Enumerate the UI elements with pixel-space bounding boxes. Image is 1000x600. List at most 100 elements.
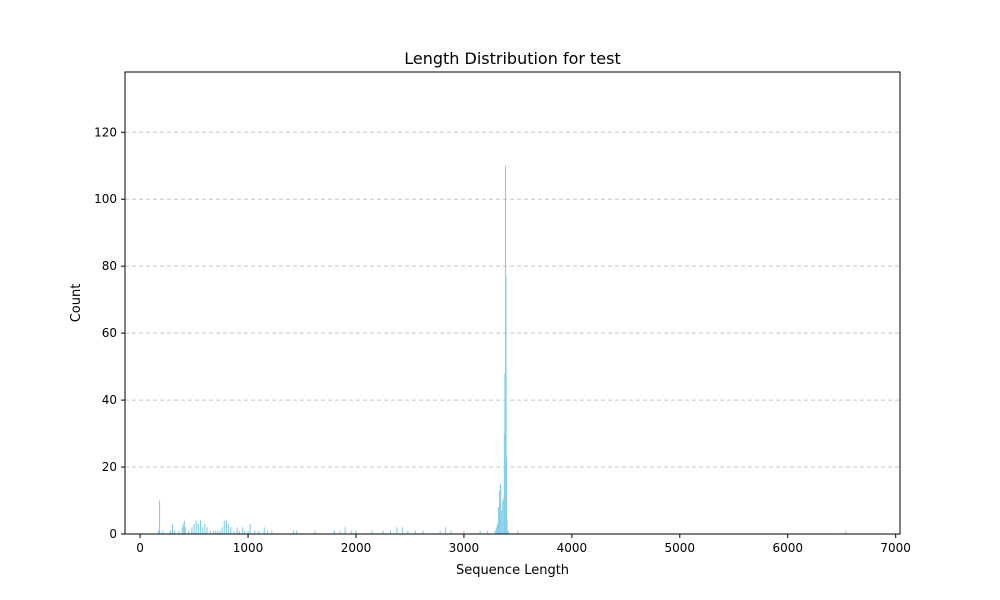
histogram-bar xyxy=(355,530,357,534)
histogram-bar xyxy=(498,490,501,534)
histogram-bar xyxy=(496,523,498,534)
histogram-bar xyxy=(249,523,251,534)
histogram-bar xyxy=(158,500,161,534)
histogram-bar xyxy=(188,530,190,534)
histogram-bar xyxy=(487,530,489,534)
y-tick-label: 60 xyxy=(102,326,117,340)
histogram-bar xyxy=(253,530,256,534)
histogram-bar xyxy=(228,523,230,534)
y-tick-label: 100 xyxy=(94,192,117,206)
histogram-bar xyxy=(507,530,509,534)
histogram-bar xyxy=(396,527,398,534)
histogram-bar xyxy=(263,527,265,534)
histogram-bar xyxy=(382,530,384,534)
histogram-bar xyxy=(217,530,219,534)
histogram-bar xyxy=(174,530,176,534)
histogram-bar xyxy=(195,520,197,534)
histogram-bar xyxy=(204,523,206,534)
histogram-bar xyxy=(333,530,335,534)
histogram-bar xyxy=(517,530,519,534)
x-axis-ticks: 0 1000 2000 3000 4000 5000 6000 7000 xyxy=(136,534,911,555)
histogram-bar xyxy=(206,527,208,534)
histogram-bar xyxy=(422,530,424,534)
bar-series xyxy=(157,165,847,534)
x-axis-label: Sequence Length xyxy=(456,563,569,578)
histogram-bar xyxy=(389,530,392,534)
histogram-bar xyxy=(502,500,504,534)
histogram-bar xyxy=(500,483,502,534)
x-tick-label: 2000 xyxy=(341,541,372,555)
histogram-bar xyxy=(351,530,353,534)
histogram-bar xyxy=(233,530,235,534)
histogram-bar xyxy=(212,530,215,534)
grid-lines xyxy=(125,131,900,468)
x-tick-label: 4000 xyxy=(557,541,588,555)
x-tick-label: 6000 xyxy=(772,541,803,555)
histogram-bar xyxy=(225,520,228,534)
histogram-bar xyxy=(450,530,452,534)
histogram-bar xyxy=(221,527,223,534)
histogram-bar xyxy=(202,527,204,534)
histogram-bar xyxy=(506,457,508,534)
histogram-bar xyxy=(497,507,500,534)
chart-title: Length Distribution for test xyxy=(404,49,621,68)
plot-frame xyxy=(124,71,901,535)
histogram-bar xyxy=(200,520,202,534)
histogram-bar xyxy=(183,520,185,534)
histogram-bar xyxy=(266,530,269,534)
histogram-bar xyxy=(296,530,298,534)
histogram-bar xyxy=(191,527,193,534)
histogram-bar xyxy=(439,530,441,534)
histogram-bar xyxy=(244,530,246,534)
histogram-bar xyxy=(258,530,260,534)
histogram-bar xyxy=(314,530,316,534)
x-tick-label: 5000 xyxy=(665,541,696,555)
histogram-bar xyxy=(193,523,195,534)
x-tick-label: 1000 xyxy=(233,541,264,555)
histogram-bar xyxy=(242,527,244,534)
histogram-bar xyxy=(230,527,232,534)
histogram-bar xyxy=(171,523,174,534)
histogram-bar xyxy=(479,530,481,534)
histogram-bar xyxy=(178,530,180,534)
histogram-bar xyxy=(371,530,373,534)
histogram-bar xyxy=(209,530,211,534)
histogram-bar xyxy=(169,530,171,534)
histogram-bar xyxy=(197,523,199,534)
y-tick-label: 40 xyxy=(102,393,117,407)
histogram-bar xyxy=(401,527,403,534)
histogram-bar xyxy=(505,276,507,534)
x-tick-label: 3000 xyxy=(449,541,480,555)
y-tick-label: 20 xyxy=(102,460,117,474)
x-tick-label: 0 xyxy=(136,541,144,555)
histogram-bar xyxy=(501,510,503,534)
y-tick-label: 120 xyxy=(94,125,117,139)
histogram-bar xyxy=(236,527,238,534)
y-axis-ticks: 0 20 40 60 80 100 120 xyxy=(94,125,125,541)
histogram-bar xyxy=(414,530,416,534)
y-axis-label: Count xyxy=(69,284,84,323)
histogram-bar xyxy=(339,530,341,534)
histogram-bar xyxy=(495,527,497,534)
histogram-bar xyxy=(344,527,346,534)
histogram-bar xyxy=(219,530,221,534)
histogram-bar xyxy=(181,527,183,534)
histogram-bar xyxy=(494,530,496,534)
histogram-bar xyxy=(182,523,184,534)
histogram-bar xyxy=(247,530,249,534)
histogram-bar xyxy=(184,527,186,534)
histogram-bar xyxy=(238,530,240,534)
y-tick-label: 0 xyxy=(109,527,117,541)
histogram-bar xyxy=(157,530,160,534)
y-tick-label: 80 xyxy=(102,259,117,273)
histogram-bar xyxy=(292,530,294,534)
histogram-bar xyxy=(506,520,508,534)
histogram-bar xyxy=(162,530,164,534)
histogram-bar xyxy=(407,530,409,534)
histogram-bar xyxy=(445,527,447,534)
x-tick-label: 7000 xyxy=(880,541,911,555)
histogram-bar xyxy=(845,530,847,534)
histogram-bar xyxy=(463,530,465,534)
